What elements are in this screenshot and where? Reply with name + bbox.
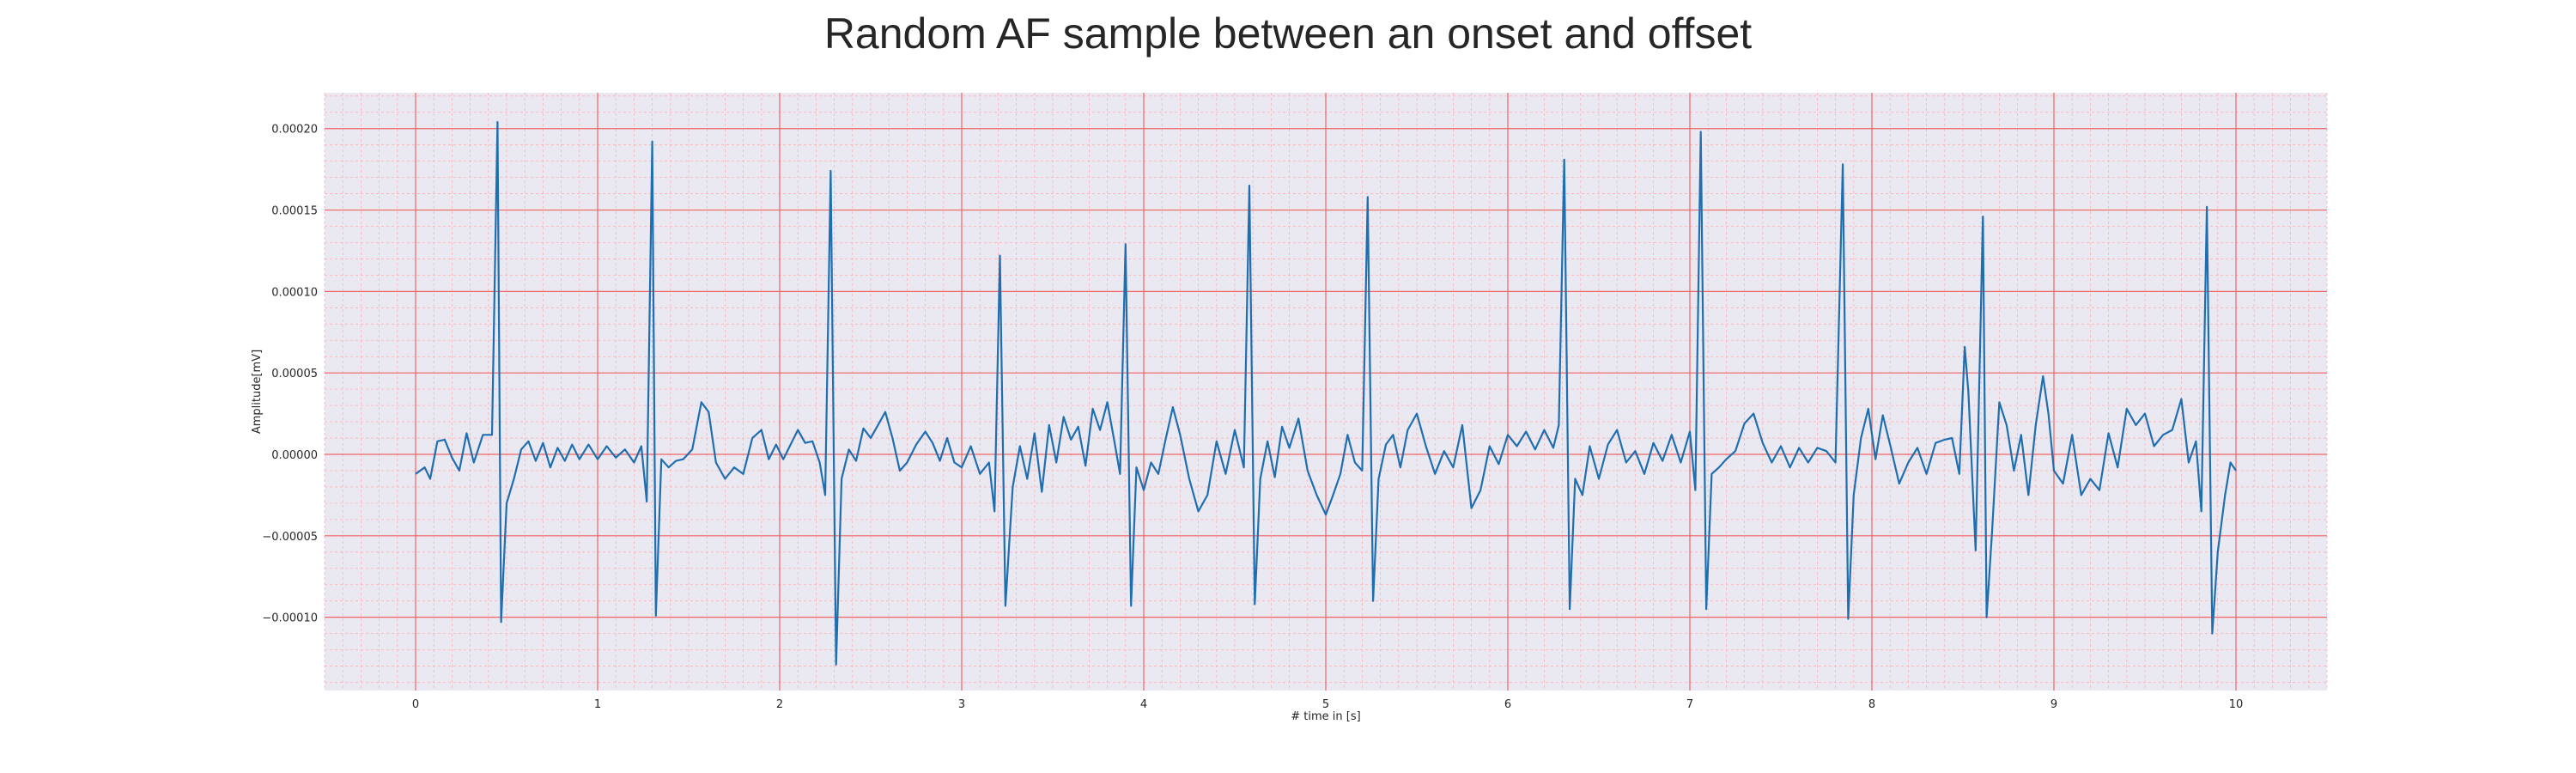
x-tick-label: 3 xyxy=(958,698,965,711)
y-axis-label: Amplitude[mV] xyxy=(251,350,264,434)
y-tick-label: −0.00010 xyxy=(262,612,318,625)
x-tick-label: 8 xyxy=(1868,698,1875,711)
x-tick-label: 1 xyxy=(594,698,601,711)
y-axis: 0.00020 0.00015 0.00010 0.00005 0.00000 −0.00… xyxy=(262,124,318,625)
y-tick-label: 0.00015 xyxy=(271,205,318,218)
x-axis-label: # time in [s] xyxy=(1291,710,1360,723)
x-tick-label: 6 xyxy=(1504,698,1511,711)
chart-title: Random AF sample between an onset and of… xyxy=(823,9,1753,58)
y-tick-label: 0.00010 xyxy=(271,286,318,299)
x-axis: 0 1 2 3 4 5 6 7 8 9 10 xyxy=(412,698,2243,711)
y-tick-label: −0.00005 xyxy=(262,531,318,544)
series-layer xyxy=(415,121,2237,666)
y-tick-label: 0.00000 xyxy=(271,449,318,462)
x-tick-label: 9 xyxy=(2050,698,2057,711)
x-tick-label: 5 xyxy=(1322,698,1329,711)
series-line xyxy=(415,121,2237,666)
y-tick-label: 0.00005 xyxy=(271,368,318,380)
x-tick-label: 4 xyxy=(1140,698,1147,711)
x-tick-label: 10 xyxy=(2229,698,2244,711)
x-tick-label: 2 xyxy=(776,698,783,711)
y-tick-label: 0.00020 xyxy=(271,124,318,137)
x-tick-label: 0 xyxy=(412,698,419,711)
x-tick-label: 7 xyxy=(1686,698,1693,711)
